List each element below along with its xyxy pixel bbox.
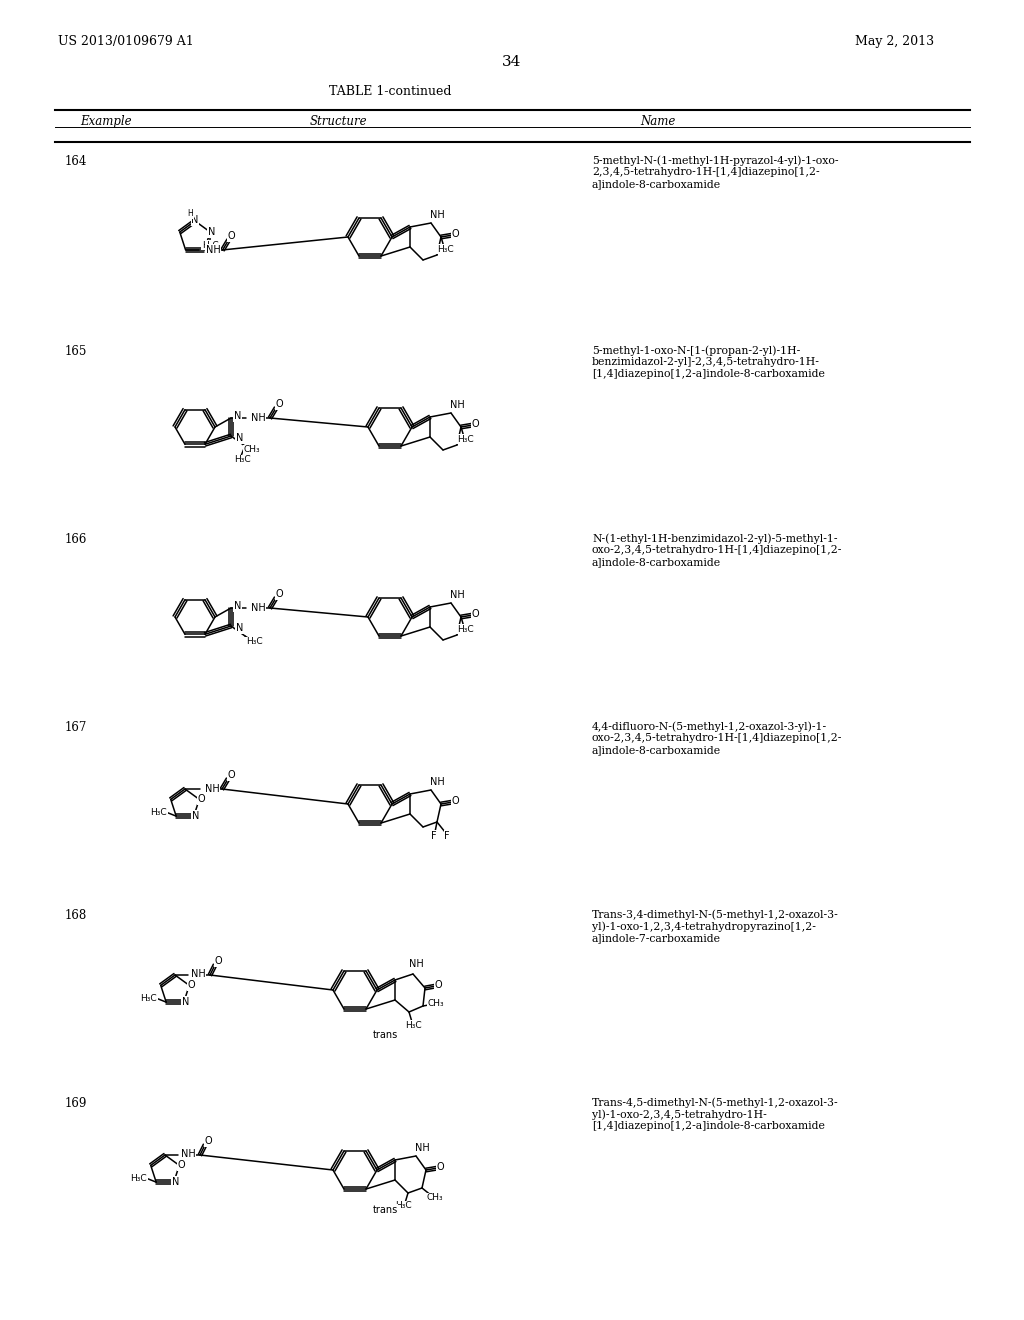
Text: H: H — [187, 210, 193, 219]
Text: O: O — [177, 1160, 185, 1171]
Text: NH: NH — [206, 246, 220, 255]
Text: H₃C: H₃C — [404, 1020, 421, 1030]
Text: NH: NH — [409, 960, 423, 969]
Text: N: N — [193, 810, 200, 821]
Text: NH: NH — [205, 784, 220, 795]
Text: 166: 166 — [65, 533, 87, 546]
Text: 34: 34 — [503, 55, 521, 69]
Text: H₃C: H₃C — [202, 240, 218, 249]
Text: O: O — [275, 589, 283, 599]
Text: US 2013/0109679 A1: US 2013/0109679 A1 — [58, 36, 194, 48]
Text: N: N — [236, 623, 244, 634]
Text: O: O — [204, 1137, 212, 1146]
Text: H₃C: H₃C — [246, 638, 262, 647]
Text: O: O — [452, 796, 459, 807]
Text: O: O — [227, 231, 236, 242]
Text: H₃C: H₃C — [233, 455, 250, 465]
Text: 165: 165 — [65, 345, 87, 358]
Text: NH: NH — [191, 969, 206, 979]
Text: N-(1-ethyl-1H-benzimidazol-2-yl)-5-methyl-1-
oxo-2,3,4,5-tetrahydro-1H-[1,4]diaz: N-(1-ethyl-1H-benzimidazol-2-yl)-5-methy… — [592, 533, 843, 566]
Text: 5-methyl-N-(1-methyl-1H-pyrazol-4-yl)-1-oxo-
2,3,4,5-tetrahydro-1H-[1,4]diazepin: 5-methyl-N-(1-methyl-1H-pyrazol-4-yl)-1-… — [592, 154, 839, 189]
Text: O: O — [227, 770, 234, 780]
Text: O: O — [187, 981, 196, 990]
Text: O: O — [471, 418, 479, 429]
Text: N: N — [182, 997, 189, 1007]
Text: H₃C: H₃C — [394, 1201, 412, 1210]
Text: trans: trans — [373, 1030, 397, 1040]
Text: F: F — [431, 832, 437, 841]
Text: Example: Example — [80, 115, 132, 128]
Text: 4,4-difluoro-N-(5-methyl-1,2-oxazol-3-yl)-1-
oxo-2,3,4,5-tetrahydro-1H-[1,4]diaz: 4,4-difluoro-N-(5-methyl-1,2-oxazol-3-yl… — [592, 721, 843, 755]
Text: Trans-4,5-dimethyl-N-(5-methyl-1,2-oxazol-3-
yl)-1-oxo-2,3,4,5-tetrahydro-1H-
[1: Trans-4,5-dimethyl-N-(5-methyl-1,2-oxazo… — [592, 1097, 839, 1131]
Text: May 2, 2013: May 2, 2013 — [855, 36, 934, 48]
Text: F: F — [444, 832, 450, 841]
Text: O: O — [471, 609, 479, 619]
Text: O: O — [436, 1162, 443, 1172]
Text: N: N — [208, 227, 215, 238]
Text: H₃C: H₃C — [130, 1173, 147, 1183]
Text: Trans-3,4-dimethyl-N-(5-methyl-1,2-oxazol-3-
yl)-1-oxo-1,2,3,4-tetrahydropyrazin: Trans-3,4-dimethyl-N-(5-methyl-1,2-oxazo… — [592, 909, 839, 944]
Text: NH: NH — [450, 590, 464, 601]
Text: NH: NH — [430, 777, 444, 787]
Text: 167: 167 — [65, 721, 87, 734]
Text: O: O — [214, 956, 222, 966]
Text: 168: 168 — [65, 909, 87, 921]
Text: N: N — [234, 411, 242, 421]
Text: Structure: Structure — [310, 115, 368, 128]
Text: 5-methyl-1-oxo-N-[1-(propan-2-yl)-1H-
benzimidazol-2-yl]-2,3,4,5-tetrahydro-1H-
: 5-methyl-1-oxo-N-[1-(propan-2-yl)-1H- be… — [592, 345, 825, 379]
Text: trans: trans — [373, 1205, 397, 1214]
Text: 164: 164 — [65, 154, 87, 168]
Text: TABLE 1-continued: TABLE 1-continued — [329, 84, 452, 98]
Text: NH: NH — [251, 603, 266, 612]
Text: N: N — [234, 601, 242, 611]
Text: CH₃: CH₃ — [244, 446, 260, 454]
Text: H₃C: H₃C — [140, 994, 157, 1003]
Text: NH: NH — [415, 1143, 429, 1152]
Text: H₃C: H₃C — [457, 434, 473, 444]
Text: H₃C: H₃C — [436, 244, 454, 253]
Text: O: O — [434, 979, 441, 990]
Text: NH: NH — [251, 413, 266, 422]
Text: NH: NH — [430, 210, 444, 220]
Text: CH₃: CH₃ — [427, 1193, 443, 1203]
Text: NH: NH — [181, 1148, 196, 1159]
Text: NH: NH — [450, 400, 464, 411]
Text: O: O — [198, 795, 205, 804]
Text: H₃C: H₃C — [457, 624, 473, 634]
Text: Name: Name — [640, 115, 676, 128]
Text: N: N — [236, 433, 244, 444]
Text: 169: 169 — [65, 1097, 87, 1110]
Text: H₃C: H₃C — [151, 808, 167, 817]
Text: O: O — [275, 399, 283, 409]
Text: N: N — [191, 215, 199, 224]
Text: O: O — [452, 228, 459, 239]
Text: CH₃: CH₃ — [428, 999, 444, 1008]
Text: N: N — [172, 1177, 179, 1187]
